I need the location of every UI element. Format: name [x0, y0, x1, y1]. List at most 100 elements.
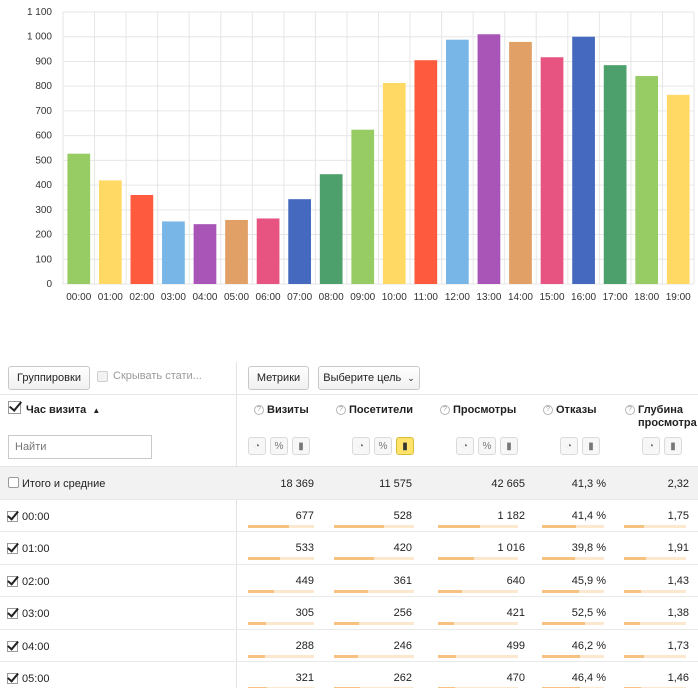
cell-bar-fill: [334, 589, 369, 593]
y-tick-label: 800: [35, 81, 52, 92]
totals-label: Итого и средние: [22, 478, 106, 490]
select-all-checkbox[interactable]: [8, 401, 21, 414]
bar-chart-icon[interactable]: ▮: [582, 437, 600, 455]
visits-view-icons: ◔ % ▮: [248, 437, 310, 455]
cell-visitors: 361: [393, 574, 412, 587]
percent-icon[interactable]: %: [478, 437, 496, 455]
bar: [351, 129, 375, 284]
help-icon[interactable]: ?: [543, 405, 553, 415]
cell-pageviews: 1 016: [497, 542, 525, 555]
search-input[interactable]: [8, 435, 152, 459]
bar: [572, 36, 595, 285]
row-checkbox[interactable]: [7, 511, 18, 522]
groupings-label: Группировки: [17, 372, 81, 384]
hide-stats-checkbox[interactable]: [97, 370, 108, 382]
y-tick-label: 200: [35, 230, 52, 241]
bar: [162, 221, 185, 284]
cell-bar-fill: [438, 622, 454, 626]
percent-icon[interactable]: %: [374, 437, 392, 455]
table-row[interactable]: 02:00 449 361 640 45,9 % 1,43: [0, 563, 698, 596]
x-tick-label: 14:00: [508, 292, 533, 303]
col-header-bounces[interactable]: Отказы: [556, 404, 597, 416]
cell-bar-fill: [248, 525, 289, 528]
totals-row: Итого и средние 18 369 11 575 42 665 41,…: [0, 466, 698, 499]
bar: [635, 76, 659, 284]
cell-bar-track: [438, 654, 518, 658]
cell-bar-fill: [248, 654, 266, 658]
help-icon[interactable]: ?: [254, 405, 264, 415]
bar: [256, 218, 280, 284]
bar-chart-icon[interactable]: ▮: [396, 437, 414, 455]
cell-depth: 1,46: [667, 672, 689, 684]
cell-bar-fill: [624, 589, 641, 593]
bar-chart-icon[interactable]: ▮: [292, 437, 310, 455]
visitors-view-icons: ◔ % ▮: [352, 437, 414, 455]
table-row[interactable]: 00:00 677 528 1 182 41,4 % 1,75: [0, 499, 698, 531]
x-tick-label: 17:00: [603, 292, 628, 303]
cell-visitors: 262: [393, 672, 412, 684]
row-checkbox[interactable]: [7, 608, 18, 620]
percent-icon[interactable]: %: [270, 437, 288, 455]
y-tick-label: 400: [35, 180, 52, 191]
col-header-pageviews[interactable]: Просмотры: [453, 404, 517, 416]
metrics-button[interactable]: Метрики: [248, 366, 309, 390]
metrics-label: Метрики: [256, 372, 301, 384]
row-checkbox[interactable]: [7, 543, 18, 555]
cell-visitors: 528: [393, 510, 412, 522]
groupings-button[interactable]: Группировки: [8, 366, 90, 390]
col-header-visits[interactable]: Визиты: [267, 404, 309, 416]
cell-depth: 1,91: [667, 542, 689, 555]
bar-chart-icon[interactable]: ▮: [664, 437, 682, 455]
hide-stats-toggle[interactable]: Скрывать стати...: [97, 370, 202, 382]
pie-chart-icon[interactable]: ◔: [248, 437, 266, 455]
cell-bar-track: [438, 557, 518, 561]
y-tick-label: 600: [35, 131, 52, 142]
table-row[interactable]: 01:00 533 420 1 016 39,8 % 1,91: [0, 531, 698, 563]
table-row[interactable]: 03:00 305 256 421 52,5 % 1,38: [0, 596, 698, 628]
y-tick-label: 700: [35, 106, 52, 117]
x-tick-label: 07:00: [287, 292, 312, 303]
goal-select[interactable]: Выберите цель ⌄: [318, 366, 420, 390]
table-row[interactable]: 05:00 321 262 470 46,4 % 1,46: [0, 661, 698, 688]
row-hour-label: 02:00: [22, 575, 50, 588]
cell-pageviews: 470: [506, 672, 525, 684]
pie-chart-icon[interactable]: ◔: [352, 437, 370, 455]
cell-bar-track: [248, 622, 314, 626]
help-icon[interactable]: ?: [440, 405, 450, 415]
cell-bar-fill: [334, 622, 359, 626]
cell-bounces: 46,4 %: [571, 672, 606, 684]
cell-bar-fill: [334, 525, 384, 528]
cell-visits: 449: [295, 574, 314, 587]
cell-pageviews: 640: [506, 574, 525, 587]
cell-bar-track: [542, 525, 604, 528]
cell-bar-track: [334, 654, 414, 658]
x-tick-label: 13:00: [476, 292, 501, 303]
table-row[interactable]: 04:00 288 246 499 46,2 % 1,73: [0, 628, 698, 661]
total-depth: 2,32: [667, 478, 689, 490]
bar-chart-icon[interactable]: ▮: [500, 437, 518, 455]
cell-visits: 288: [295, 639, 314, 652]
cell-bar-track: [438, 622, 518, 626]
row-checkbox[interactable]: [7, 640, 18, 652]
row-checkbox[interactable]: [7, 575, 18, 587]
dimension-header[interactable]: Час визита ▲: [26, 404, 100, 417]
cell-visits: 305: [295, 607, 314, 620]
cell-bar-track: [438, 589, 518, 593]
cell-bar-fill: [438, 525, 480, 528]
pie-chart-icon[interactable]: ◔: [642, 437, 660, 455]
pie-chart-icon[interactable]: ◔: [560, 437, 578, 455]
help-icon[interactable]: ?: [625, 405, 635, 415]
totals-checkbox[interactable]: [8, 477, 19, 488]
total-visits: 18 369: [280, 478, 314, 490]
col-header-depth[interactable]: Глубина просмотра: [638, 404, 697, 429]
help-icon[interactable]: ?: [336, 405, 346, 415]
cell-bar-fill: [542, 622, 585, 626]
row-hour-label: 00:00: [22, 511, 50, 523]
row-checkbox[interactable]: [7, 673, 18, 684]
cell-bar-fill: [334, 557, 374, 561]
bar: [98, 180, 122, 284]
x-tick-label: 12:00: [445, 292, 470, 303]
pie-chart-icon[interactable]: ◔: [456, 437, 474, 455]
x-tick-label: 05:00: [224, 292, 249, 303]
col-header-visitors[interactable]: Посетители: [349, 404, 413, 416]
